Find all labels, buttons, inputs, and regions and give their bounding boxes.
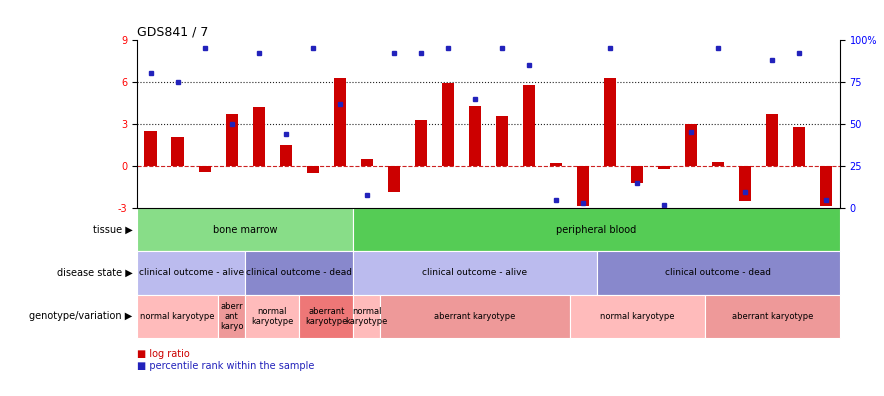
Bar	[522, 85, 535, 166]
Bar	[388, 166, 400, 192]
Bar	[354, 295, 380, 338]
Bar	[144, 131, 156, 166]
Bar	[820, 166, 833, 206]
Bar	[199, 166, 210, 172]
Bar	[253, 107, 264, 166]
Bar	[739, 166, 751, 202]
Bar	[550, 164, 562, 166]
Text: aberr
ant
karyo: aberr ant karyo	[220, 301, 243, 331]
Bar	[685, 124, 697, 166]
Bar	[705, 295, 840, 338]
Bar	[597, 251, 840, 295]
Text: normal
karyotype: normal karyotype	[251, 307, 293, 326]
Text: ■ log ratio: ■ log ratio	[137, 349, 190, 359]
Text: clinical outcome - dead: clinical outcome - dead	[665, 268, 771, 277]
Bar	[279, 145, 292, 166]
Bar	[245, 295, 299, 338]
Bar	[354, 251, 597, 295]
Bar	[171, 137, 184, 166]
Bar	[569, 295, 705, 338]
Bar	[713, 162, 724, 166]
Text: ■ percentile rank within the sample: ■ percentile rank within the sample	[137, 361, 315, 371]
Text: tissue ▶: tissue ▶	[93, 225, 133, 234]
Bar	[658, 166, 670, 169]
Bar	[137, 295, 218, 338]
Text: GDS841 / 7: GDS841 / 7	[137, 25, 209, 38]
Bar	[225, 114, 238, 166]
Bar	[415, 120, 427, 166]
Bar	[299, 295, 354, 338]
Bar	[469, 106, 481, 166]
Bar	[354, 208, 840, 251]
Bar	[577, 166, 589, 206]
Text: clinical outcome - alive: clinical outcome - alive	[139, 268, 244, 277]
Bar	[604, 78, 616, 166]
Bar	[245, 251, 354, 295]
Bar	[766, 114, 778, 166]
Bar	[793, 127, 805, 166]
Bar	[631, 166, 644, 183]
Bar	[442, 83, 454, 166]
Bar	[218, 295, 245, 338]
Text: genotype/variation ▶: genotype/variation ▶	[29, 311, 133, 322]
Text: normal karyotype: normal karyotype	[600, 312, 674, 321]
Text: disease state ▶: disease state ▶	[57, 268, 133, 278]
Bar	[137, 208, 354, 251]
Text: normal karyotype: normal karyotype	[141, 312, 215, 321]
Text: aberrant
karyotype: aberrant karyotype	[305, 307, 347, 326]
Text: aberrant karyotype: aberrant karyotype	[434, 312, 515, 321]
Bar	[496, 116, 508, 166]
Text: clinical outcome - alive: clinical outcome - alive	[423, 268, 528, 277]
Bar	[333, 78, 346, 166]
Text: peripheral blood: peripheral blood	[556, 225, 636, 234]
Bar	[380, 295, 569, 338]
Text: aberrant karyotype: aberrant karyotype	[732, 312, 813, 321]
Text: clinical outcome - dead: clinical outcome - dead	[247, 268, 352, 277]
Bar	[137, 251, 245, 295]
Text: normal
karyotype: normal karyotype	[346, 307, 388, 326]
Text: bone marrow: bone marrow	[213, 225, 278, 234]
Bar	[307, 166, 319, 173]
Bar	[361, 159, 373, 166]
